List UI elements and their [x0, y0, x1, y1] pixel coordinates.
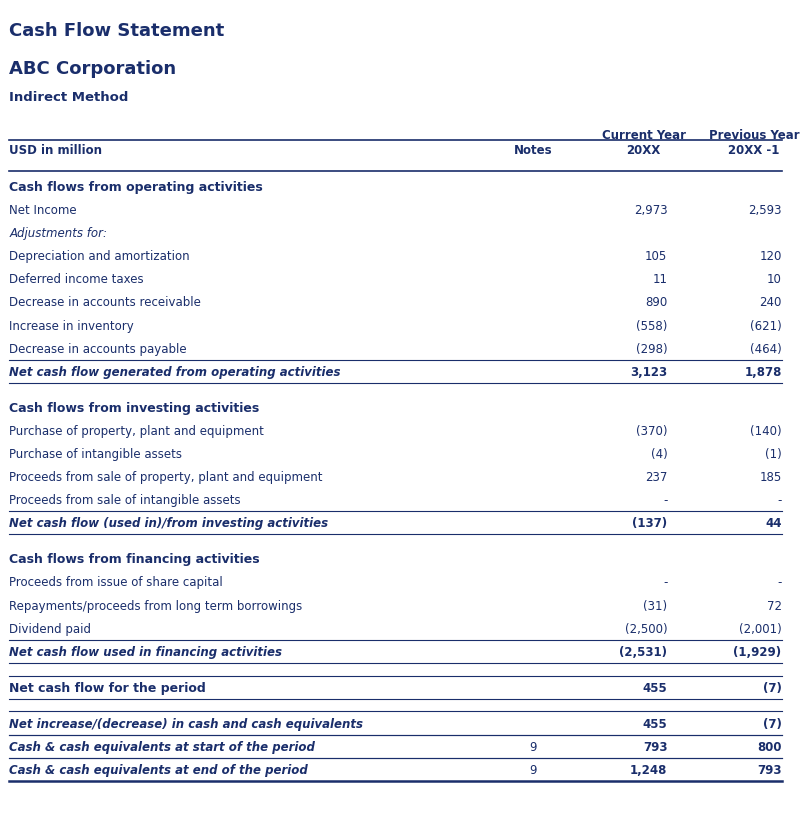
Text: Increase in inventory: Increase in inventory — [9, 320, 134, 332]
Text: 455: 455 — [642, 717, 667, 729]
Text: Proceeds from sale of intangible assets: Proceeds from sale of intangible assets — [9, 493, 241, 507]
Text: Net cash flow (used in)/from investing activities: Net cash flow (used in)/from investing a… — [9, 517, 328, 530]
Text: Cash & cash equivalents at end of the period: Cash & cash equivalents at end of the pe… — [9, 763, 308, 776]
Text: (140): (140) — [750, 424, 781, 437]
Text: Purchase of property, plant and equipment: Purchase of property, plant and equipmen… — [9, 424, 264, 437]
Text: 793: 793 — [757, 763, 781, 776]
Text: (558): (558) — [636, 320, 667, 332]
Text: 890: 890 — [645, 296, 667, 309]
Text: 185: 185 — [760, 470, 781, 484]
Text: 800: 800 — [757, 739, 781, 753]
Text: 237: 237 — [645, 470, 667, 484]
Text: Cash flows from operating activities: Cash flows from operating activities — [9, 181, 263, 194]
Text: 2,973: 2,973 — [633, 204, 667, 217]
Text: 3,123: 3,123 — [630, 365, 667, 378]
Text: Net cash flow generated from operating activities: Net cash flow generated from operating a… — [9, 365, 341, 378]
Text: 793: 793 — [643, 739, 667, 753]
Text: 9: 9 — [529, 763, 537, 776]
Text: (1,929): (1,929) — [734, 645, 781, 658]
Text: Net cash flow for the period: Net cash flow for the period — [9, 681, 206, 694]
Text: (137): (137) — [632, 517, 667, 530]
Text: (2,500): (2,500) — [625, 622, 667, 635]
Text: 10: 10 — [767, 273, 781, 286]
Text: (370): (370) — [636, 424, 667, 437]
Text: 1,248: 1,248 — [630, 763, 667, 776]
Text: -: - — [777, 575, 781, 589]
Text: Depreciation and amortization: Depreciation and amortization — [9, 250, 190, 262]
Text: (4): (4) — [650, 447, 667, 460]
Text: Net Income: Net Income — [9, 204, 77, 217]
Text: Cash Flow Statement: Cash Flow Statement — [9, 22, 225, 40]
Text: Decrease in accounts receivable: Decrease in accounts receivable — [9, 296, 201, 309]
Text: Purchase of intangible assets: Purchase of intangible assets — [9, 447, 183, 460]
Text: 105: 105 — [645, 250, 667, 262]
Text: (464): (464) — [750, 342, 781, 355]
Text: (1): (1) — [765, 447, 781, 460]
Text: Cash & cash equivalents at start of the period: Cash & cash equivalents at start of the … — [9, 739, 315, 753]
Text: (2,531): (2,531) — [619, 645, 667, 658]
Text: 1,878: 1,878 — [744, 365, 781, 378]
Text: 20XX -1: 20XX -1 — [728, 144, 780, 157]
Text: 9: 9 — [529, 739, 537, 753]
Text: (7): (7) — [763, 681, 781, 694]
Text: Current Year: Current Year — [602, 129, 686, 142]
Text: 11: 11 — [652, 273, 667, 286]
Text: Notes: Notes — [514, 144, 553, 157]
Text: ABC Corporation: ABC Corporation — [9, 60, 176, 78]
Text: Proceeds from sale of property, plant and equipment: Proceeds from sale of property, plant an… — [9, 470, 322, 484]
Text: 20XX: 20XX — [626, 144, 661, 157]
Text: 2,593: 2,593 — [748, 204, 781, 217]
Text: Repayments/proceeds from long term borrowings: Repayments/proceeds from long term borro… — [9, 599, 302, 612]
Text: 455: 455 — [642, 681, 667, 694]
Text: 240: 240 — [760, 296, 781, 309]
Text: Adjustments for:: Adjustments for: — [9, 227, 107, 240]
Text: USD in million: USD in million — [9, 144, 103, 157]
Text: (298): (298) — [636, 342, 667, 355]
Text: Cash flows from investing activities: Cash flows from investing activities — [9, 402, 259, 414]
Text: Proceeds from issue of share capital: Proceeds from issue of share capital — [9, 575, 223, 589]
Text: Net cash flow used in financing activities: Net cash flow used in financing activiti… — [9, 645, 282, 658]
Text: 44: 44 — [765, 517, 781, 530]
Text: -: - — [663, 575, 667, 589]
Text: -: - — [663, 493, 667, 507]
Text: (621): (621) — [750, 320, 781, 332]
Text: Decrease in accounts payable: Decrease in accounts payable — [9, 342, 187, 355]
Text: Cash flows from financing activities: Cash flows from financing activities — [9, 552, 260, 566]
Text: Indirect Method: Indirect Method — [9, 91, 128, 104]
Text: Net increase/(decrease) in cash and cash equivalents: Net increase/(decrease) in cash and cash… — [9, 717, 364, 729]
Text: Previous Year: Previous Year — [709, 129, 799, 142]
Text: Deferred income taxes: Deferred income taxes — [9, 273, 144, 286]
Text: (2,001): (2,001) — [739, 622, 781, 635]
Text: (31): (31) — [643, 599, 667, 612]
Text: Dividend paid: Dividend paid — [9, 622, 91, 635]
Text: -: - — [777, 493, 781, 507]
Text: 120: 120 — [760, 250, 781, 262]
Text: 72: 72 — [767, 599, 781, 612]
Text: (7): (7) — [763, 717, 781, 729]
